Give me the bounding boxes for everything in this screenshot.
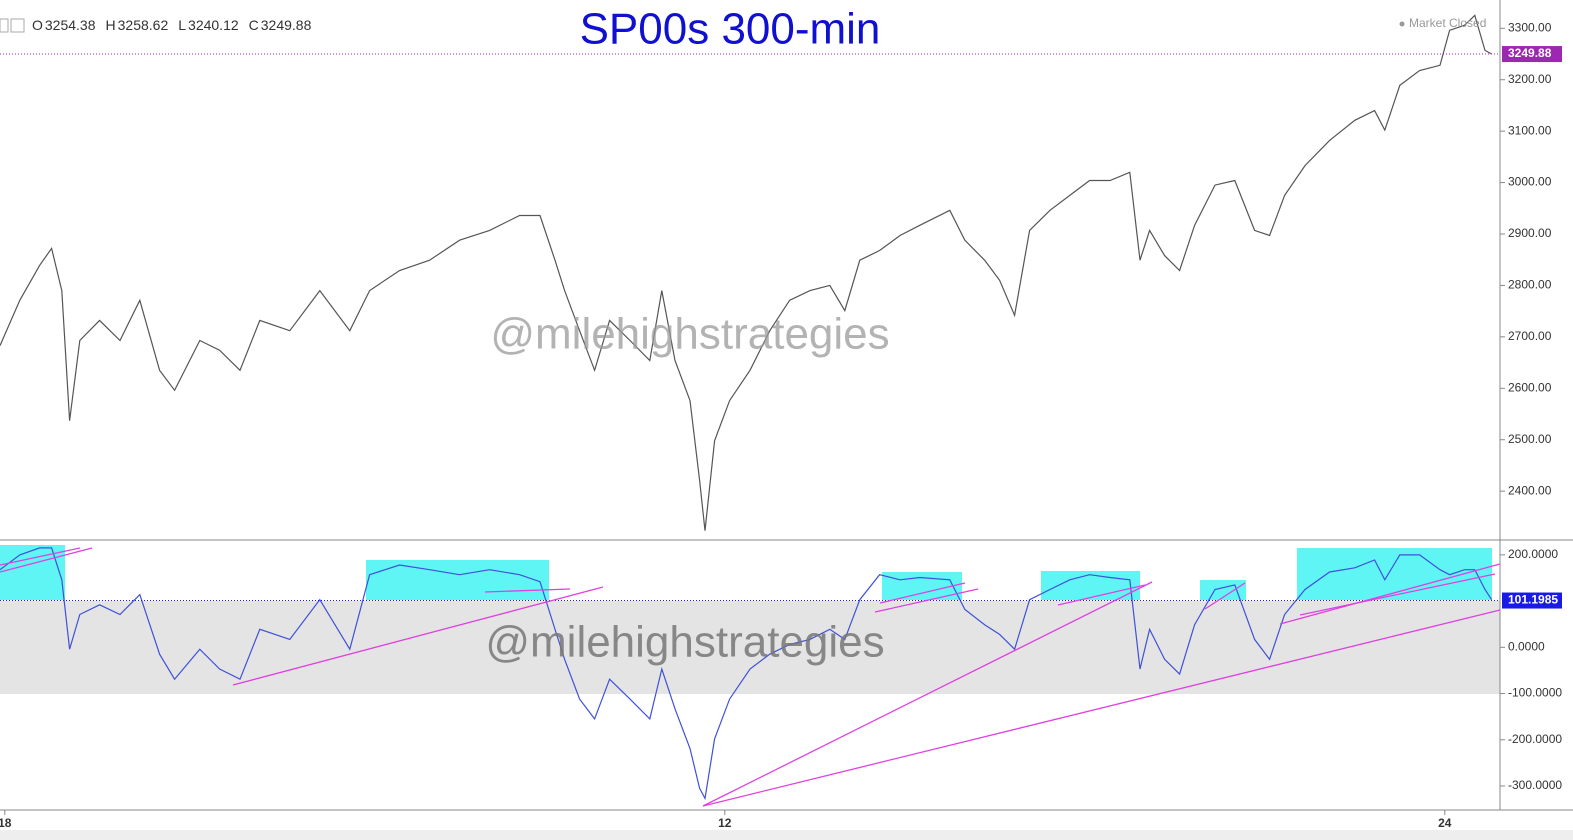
ohlc-value: 3240.12 [188, 17, 239, 33]
trendline [0, 547, 93, 573]
icon[interactable] [10, 18, 25, 33]
last-value-box [1502, 592, 1562, 609]
highlight [1297, 548, 1492, 600]
x-tick-label: 12 [718, 816, 732, 830]
band [0, 601, 1500, 694]
plot: 2400.00 2500.00 2600.00 2700.00 2800.00 2900.… [0, 14, 1562, 830]
y-tick-label: -200.0000 [1508, 732, 1562, 746]
y-tick-label: -300.0000 [1508, 778, 1562, 792]
y-tick-label: 2700.00 [1508, 329, 1552, 343]
trendline [1057, 584, 1146, 606]
trendline [0, 547, 81, 566]
trendline [1299, 573, 1496, 616]
trendline [232, 586, 604, 686]
watermark: @milehighstrategies [485, 618, 884, 667]
ohlc: O 3254.38 H 3258.62 L 3240.12 C 3249.88 [32, 17, 312, 33]
ohlc-key: O [32, 17, 43, 33]
trendline [1204, 582, 1246, 610]
highlight [366, 560, 549, 600]
x-tick-label: 18 [0, 816, 12, 830]
y-tick-label: 0.0000 [1508, 639, 1545, 653]
trendline [874, 588, 979, 613]
y-tick-label: 3000.00 [1508, 175, 1552, 189]
ohlc-key: H [106, 17, 116, 33]
market-status: Market Closed [1409, 16, 1486, 30]
y-tick-label: 2500.00 [1508, 432, 1552, 446]
y-tick-label: 200.0000 [1508, 547, 1558, 561]
icon[interactable] [0, 18, 9, 33]
y-tick-label: 3100.00 [1508, 123, 1552, 137]
y-tick-label: 2600.00 [1508, 380, 1552, 394]
y-tick-label: 2400.00 [1508, 483, 1552, 497]
last-value-label: 3249.88 [1508, 46, 1552, 60]
trendline [484, 588, 571, 593]
price-line [0, 547, 1493, 801]
x-tick-label: 24 [1438, 816, 1452, 830]
price-line [0, 14, 1492, 531]
ohlc-key: C [249, 17, 259, 33]
watermark: @milehighstrategies [490, 310, 889, 359]
ohlc-value: 3249.88 [261, 17, 312, 33]
ohlc-key: L [178, 17, 186, 33]
y-tick-label: 2800.00 [1508, 278, 1552, 292]
ohlc-value: 3258.62 [118, 17, 169, 33]
y-tick-label: 2900.00 [1508, 226, 1552, 240]
trendline [879, 582, 966, 604]
last-value-box [1502, 46, 1562, 63]
chart-title: SP00s 300-min [580, 5, 881, 54]
trendline [702, 581, 1153, 807]
footer [0, 830, 1573, 840]
y-tick-label: 3300.00 [1508, 20, 1552, 34]
y-tick-label: 3200.00 [1508, 72, 1552, 86]
last-value-label: 101.1985 [1508, 593, 1558, 607]
trendline [1279, 563, 1501, 625]
status-dot [1399, 21, 1405, 27]
trendline [702, 609, 1501, 807]
trendlines [0, 547, 1501, 807]
y-tick-label: -100.0000 [1508, 686, 1562, 700]
ohlc-value: 3254.38 [45, 17, 96, 33]
